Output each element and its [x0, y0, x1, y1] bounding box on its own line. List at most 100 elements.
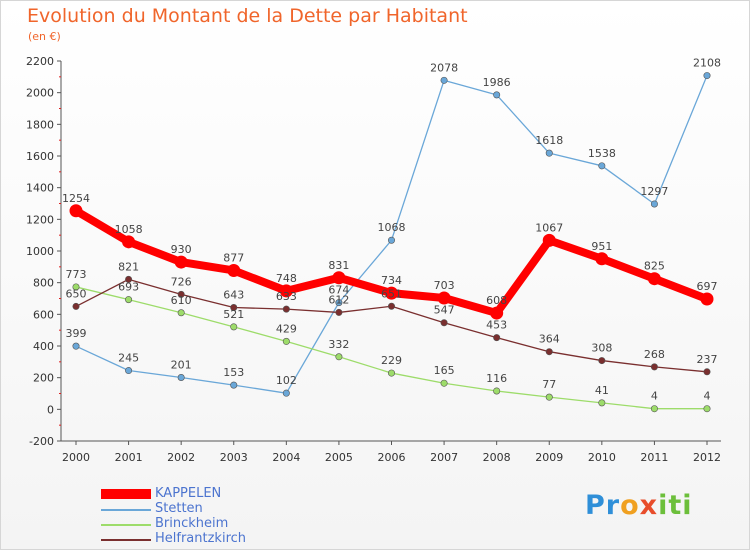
data-point — [545, 393, 553, 401]
y-tick-label: 600 — [33, 308, 54, 321]
data-label: 1058 — [115, 223, 143, 236]
data-point — [125, 296, 133, 304]
y-tick-label: 0 — [47, 403, 54, 416]
data-label: 399 — [66, 327, 87, 340]
data-point — [598, 357, 606, 365]
data-label: 608 — [486, 294, 507, 307]
data-label: 697 — [697, 280, 718, 293]
data-point — [230, 381, 238, 389]
data-point — [230, 323, 238, 331]
data-label: 521 — [223, 308, 244, 321]
data-label: 831 — [328, 259, 349, 272]
data-label: 1618 — [535, 134, 563, 147]
data-point — [335, 299, 343, 307]
x-tick-label: 2012 — [693, 451, 721, 464]
x-tick-label: 2005 — [325, 451, 353, 464]
data-label: 1068 — [378, 221, 406, 234]
data-point — [493, 334, 501, 342]
data-point — [72, 302, 80, 310]
series-line-stetten — [75, 74, 708, 394]
series-lines — [69, 72, 714, 413]
x-tick-label: 2000 — [62, 451, 90, 464]
data-point — [174, 255, 188, 269]
legend-label: KAPPELEN — [155, 486, 222, 501]
data-label: 4 — [651, 390, 658, 403]
data-point — [493, 387, 501, 395]
y-tick-label: 800 — [33, 277, 54, 290]
data-label: 2078 — [430, 61, 458, 74]
data-point — [335, 353, 343, 361]
x-tick-label: 2002 — [167, 451, 195, 464]
data-label: 674 — [328, 284, 349, 297]
y-tick-label: 2200 — [26, 55, 54, 68]
data-label: 245 — [118, 352, 139, 365]
data-point — [282, 305, 290, 313]
y-tick-label: 200 — [33, 372, 54, 385]
data-label: 332 — [328, 338, 349, 351]
data-label: 643 — [223, 289, 244, 302]
chart-subtitle: (en €) — [28, 30, 61, 43]
data-label: 308 — [591, 342, 612, 355]
legend-item: Brinckheim — [101, 516, 341, 532]
legend-item: Stetten — [101, 501, 341, 517]
data-point — [440, 76, 448, 84]
data-point — [385, 286, 398, 300]
data-point — [125, 275, 133, 283]
y-tick-label: 1600 — [26, 150, 54, 163]
data-point — [440, 319, 448, 327]
data-point — [703, 405, 711, 413]
x-tick-label: 2010 — [588, 451, 616, 464]
data-point — [598, 399, 606, 407]
y-tick-label: 2000 — [26, 87, 54, 100]
data-label: 2108 — [693, 57, 721, 70]
data-point — [650, 363, 658, 371]
data-label: 453 — [486, 319, 507, 332]
data-label: 610 — [171, 294, 192, 307]
data-point — [650, 200, 658, 208]
x-tick-label: 2001 — [115, 451, 143, 464]
axes: -200 0 200 400 600 800 1000 1200 1400 1600 1800 200… — [26, 55, 721, 464]
data-point — [177, 374, 185, 382]
data-point — [332, 271, 346, 285]
data-point — [72, 342, 80, 350]
data-label: 651 — [381, 287, 402, 300]
data-label: 77 — [542, 378, 556, 391]
data-label: 153 — [223, 366, 244, 379]
legend-item: KAPPELEN — [101, 486, 341, 502]
legend-swatch — [101, 539, 151, 541]
data-point — [545, 149, 553, 157]
y-tick-label: 1000 — [26, 245, 54, 258]
chart-title: Evolution du Montant de la Dette par Hab… — [27, 5, 468, 27]
data-label: 693 — [118, 281, 139, 294]
data-point — [387, 302, 395, 310]
data-point — [282, 389, 290, 397]
data-point — [650, 405, 658, 413]
data-label: 1986 — [483, 76, 511, 89]
data-label: 229 — [381, 354, 402, 367]
data-label: 364 — [539, 333, 560, 346]
data-label: 633 — [276, 290, 297, 303]
data-point — [542, 233, 556, 247]
data-label: 951 — [591, 240, 612, 253]
data-point — [69, 204, 83, 218]
data-label: 237 — [697, 353, 718, 366]
y-tick-label: 400 — [33, 340, 54, 353]
data-point — [387, 369, 395, 377]
data-label: 1067 — [535, 221, 563, 234]
data-point — [72, 283, 80, 291]
data-label: 825 — [644, 260, 665, 273]
legend: KAPPELEN Stetten Brinckheim Helfrantzkirch — [101, 486, 341, 547]
data-label: 612 — [328, 293, 349, 306]
data-label: 1538 — [588, 147, 616, 160]
legend-label: Stetten — [155, 501, 203, 516]
data-point — [282, 337, 290, 345]
data-point — [545, 348, 553, 356]
data-label: 821 — [118, 260, 139, 273]
data-label: 703 — [434, 279, 455, 292]
data-point — [387, 236, 395, 244]
data-label: 429 — [276, 322, 297, 335]
data-label: 877 — [223, 251, 244, 264]
data-label: 201 — [171, 359, 192, 372]
x-tick-label: 2006 — [378, 451, 406, 464]
